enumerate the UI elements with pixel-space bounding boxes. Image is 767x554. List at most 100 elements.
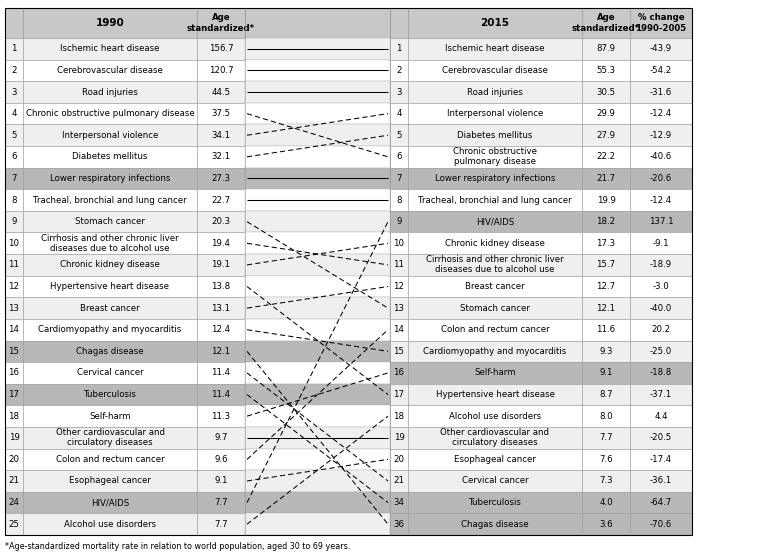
Text: Age
standardized*: Age standardized* [187, 13, 255, 33]
Bar [5, 60, 23, 81]
Bar [5, 211, 23, 233]
Text: 3: 3 [12, 88, 17, 96]
Bar [5, 319, 23, 341]
Text: 9.6: 9.6 [214, 455, 228, 464]
Bar [582, 514, 630, 535]
Text: Cardiomyopathy and myocarditis: Cardiomyopathy and myocarditis [38, 325, 182, 334]
Bar [23, 427, 197, 449]
Text: 2015: 2015 [480, 18, 509, 28]
Bar [582, 254, 630, 276]
Bar [23, 341, 197, 362]
Bar [23, 38, 197, 60]
Bar [630, 470, 692, 492]
Text: 8.7: 8.7 [599, 390, 613, 399]
Bar [245, 146, 390, 168]
Bar [5, 38, 23, 60]
Text: HIV/AIDS: HIV/AIDS [91, 498, 129, 507]
Bar [5, 146, 23, 168]
Text: 20: 20 [393, 455, 404, 464]
Bar [5, 427, 23, 449]
Text: 8.0: 8.0 [599, 412, 613, 420]
Bar [408, 384, 582, 406]
Bar [197, 384, 245, 406]
Bar [582, 146, 630, 168]
Bar [630, 406, 692, 427]
Text: 32.1: 32.1 [212, 152, 231, 161]
Bar [245, 362, 390, 384]
Text: 10: 10 [8, 239, 19, 248]
Text: -12.4: -12.4 [650, 196, 672, 204]
Bar [23, 81, 197, 103]
Bar [23, 8, 197, 38]
Bar [630, 8, 692, 38]
Text: Cardiomyopathy and myocarditis: Cardiomyopathy and myocarditis [423, 347, 567, 356]
Text: 7.7: 7.7 [214, 520, 228, 529]
Bar [197, 254, 245, 276]
Text: -20.5: -20.5 [650, 433, 672, 442]
Text: 2: 2 [397, 66, 402, 75]
Bar [582, 492, 630, 514]
Bar [5, 125, 23, 146]
Bar [582, 168, 630, 189]
Text: Chronic obstructive
pulmonary disease: Chronic obstructive pulmonary disease [453, 147, 537, 166]
Text: 37.5: 37.5 [212, 109, 231, 118]
Text: 9.3: 9.3 [599, 347, 613, 356]
Text: 156.7: 156.7 [209, 44, 233, 53]
Text: Tuberculosis: Tuberculosis [469, 498, 522, 507]
Text: Colon and rectum cancer: Colon and rectum cancer [56, 455, 164, 464]
Bar [245, 341, 390, 362]
Text: Chronic kidney disease: Chronic kidney disease [445, 239, 545, 248]
Text: 21: 21 [8, 476, 19, 485]
Text: *Age-standardized mortality rate in relation to world population, aged 30 to 69 : *Age-standardized mortality rate in rela… [5, 542, 351, 551]
Text: Esophageal cancer: Esophageal cancer [454, 455, 536, 464]
Bar [408, 341, 582, 362]
Text: 9: 9 [12, 217, 17, 226]
Bar [5, 406, 23, 427]
Text: 30.5: 30.5 [597, 88, 616, 96]
Bar [197, 60, 245, 81]
Text: 19: 19 [393, 433, 404, 442]
Bar [23, 492, 197, 514]
Bar [390, 60, 408, 81]
Bar [245, 276, 390, 297]
Bar [390, 362, 408, 384]
Text: 7.7: 7.7 [214, 498, 228, 507]
Bar [5, 384, 23, 406]
Bar [390, 384, 408, 406]
Bar [630, 427, 692, 449]
Bar [630, 146, 692, 168]
Text: 20: 20 [8, 455, 19, 464]
Text: Alcohol use disorders: Alcohol use disorders [449, 412, 541, 420]
Bar [390, 449, 408, 470]
Text: 55.3: 55.3 [597, 66, 616, 75]
Bar [23, 406, 197, 427]
Bar [582, 276, 630, 297]
Text: Other cardiovascular and
circulatory diseases: Other cardiovascular and circulatory dis… [55, 428, 164, 447]
Text: 13.8: 13.8 [212, 282, 231, 291]
Bar [5, 514, 23, 535]
Text: -9.1: -9.1 [653, 239, 670, 248]
Bar [582, 384, 630, 406]
Bar [630, 319, 692, 341]
Text: 9.7: 9.7 [214, 433, 228, 442]
Text: -18.8: -18.8 [650, 368, 672, 377]
Text: Other cardiovascular and
circulatory diseases: Other cardiovascular and circulatory dis… [440, 428, 549, 447]
Text: 8: 8 [397, 196, 402, 204]
Bar [630, 38, 692, 60]
Text: 19: 19 [8, 433, 19, 442]
Text: 7: 7 [12, 174, 17, 183]
Text: 9.1: 9.1 [599, 368, 613, 377]
Bar [630, 362, 692, 384]
Text: -64.7: -64.7 [650, 498, 672, 507]
Bar [197, 233, 245, 254]
Bar [5, 449, 23, 470]
Text: 34.1: 34.1 [212, 131, 231, 140]
Bar [23, 189, 197, 211]
Bar [582, 38, 630, 60]
Text: -70.6: -70.6 [650, 520, 672, 529]
Bar [5, 362, 23, 384]
Bar [408, 146, 582, 168]
Bar [582, 103, 630, 125]
Text: Self-harm: Self-harm [89, 412, 130, 420]
Text: Ischemic heart disease: Ischemic heart disease [61, 44, 160, 53]
